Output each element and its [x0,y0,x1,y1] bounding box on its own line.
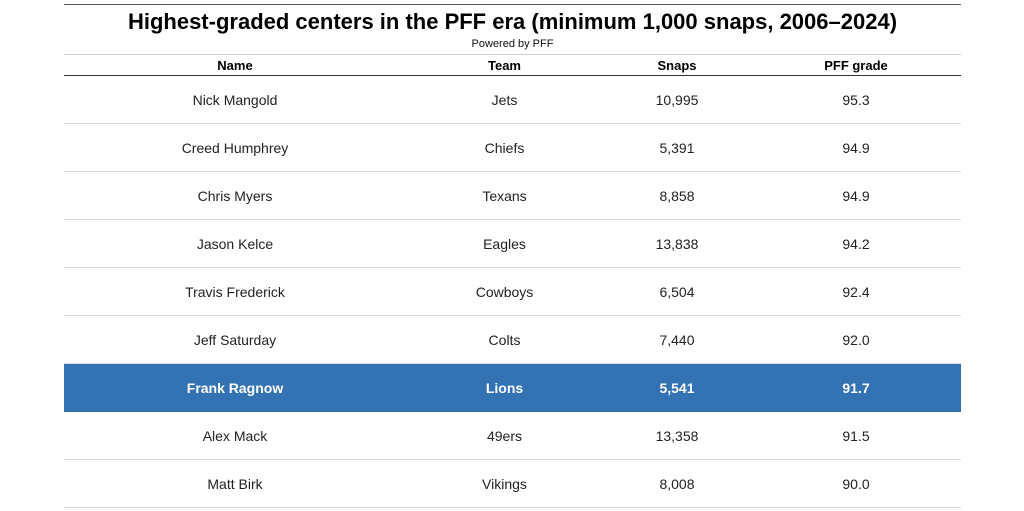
snaps-cell: 7,440 [603,315,751,364]
top-rule [64,4,961,5]
player-name-cell: Matt Birk [64,459,406,508]
column-header-name: Name [64,55,406,76]
snaps-cell: 13,838 [603,219,751,268]
table-frame: Highest-graded centers in the PFF era (m… [64,0,961,508]
column-header-team: Team [406,55,603,76]
player-name-cell: Frank Ragnow [64,363,406,412]
table-body: Nick Mangold Jets 10,995 95.3 Creed Humphrey… [64,75,961,508]
grade-cell: 94.2 [751,219,961,268]
player-name-cell: Jason Kelce [64,219,406,268]
table-row: Jason Kelce Eagles 13,838 94.2 [64,219,961,268]
team-cell: 49ers [406,411,603,460]
column-header-grade: PFF grade [751,55,961,76]
table-header-row: Name Team Snaps PFF grade [64,55,961,76]
snaps-cell: 13,358 [603,411,751,460]
snaps-cell: 5,541 [603,363,751,412]
chart-title: Highest-graded centers in the PFF era (m… [127,9,898,34]
team-cell: Cowboys [406,267,603,316]
column-header-snaps: Snaps [603,55,751,76]
team-cell: Chiefs [406,123,603,172]
team-cell: Lions [406,363,603,412]
team-cell: Texans [406,171,603,220]
grade-cell: 92.0 [751,315,961,364]
player-name-cell: Creed Humphrey [64,123,406,172]
grade-cell: 91.7 [751,363,961,412]
grade-cell: 92.4 [751,267,961,316]
table-row: Jeff Saturday Colts 7,440 92.0 [64,315,961,364]
table-row: Creed Humphrey Chiefs 5,391 94.9 [64,123,961,172]
team-cell: Eagles [406,219,603,268]
table-row: Nick Mangold Jets 10,995 95.3 [64,75,961,124]
snaps-cell: 8,858 [603,171,751,220]
grades-table: Name Team Snaps PFF grade Nick Mangold Je… [64,55,961,508]
snaps-cell: 6,504 [603,267,751,316]
grade-cell: 94.9 [751,123,961,172]
snaps-cell: 8,008 [603,459,751,508]
table-row: Chris Myers Texans 8,858 94.9 [64,171,961,220]
grade-cell: 95.3 [751,75,961,124]
player-name-cell: Alex Mack [64,411,406,460]
grade-cell: 90.0 [751,459,961,508]
grade-cell: 91.5 [751,411,961,460]
header-rule [64,54,961,55]
table-row: Travis Frederick Cowboys 6,504 92.4 [64,267,961,316]
table-row: Matt Birk Vikings 8,008 90.0 [64,459,961,508]
player-name-cell: Jeff Saturday [64,315,406,364]
grade-cell: 94.9 [751,171,961,220]
team-cell: Colts [406,315,603,364]
snaps-cell: 5,391 [603,123,751,172]
player-name-cell: Chris Myers [64,171,406,220]
highlighted-table-row: Frank Ragnow Lions 5,541 91.7 [64,363,961,412]
team-cell: Jets [406,75,603,124]
table-row: Alex Mack 49ers 13,358 91.5 [64,411,961,460]
snaps-cell: 10,995 [603,75,751,124]
player-name-cell: Nick Mangold [64,75,406,124]
player-name-cell: Travis Frederick [64,267,406,316]
chart-subtitle: Powered by PFF [471,38,554,50]
team-cell: Vikings [406,459,603,508]
